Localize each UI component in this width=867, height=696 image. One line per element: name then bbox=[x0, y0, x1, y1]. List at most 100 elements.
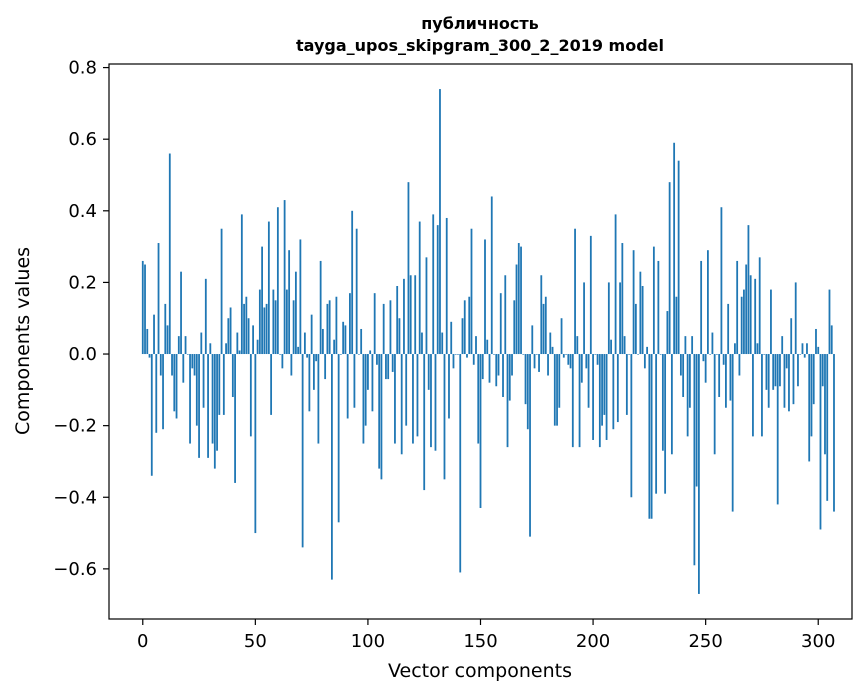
bar bbox=[614, 214, 617, 355]
bar bbox=[175, 354, 178, 419]
x-tick-label: 50 bbox=[244, 631, 267, 652]
bar bbox=[461, 318, 464, 355]
bar bbox=[808, 354, 811, 462]
bar bbox=[718, 354, 721, 397]
bar bbox=[299, 239, 302, 355]
bar bbox=[209, 343, 212, 355]
bar bbox=[594, 354, 597, 355]
bar bbox=[727, 303, 730, 355]
bar bbox=[256, 339, 259, 355]
bar bbox=[342, 321, 345, 355]
bar bbox=[619, 282, 621, 355]
bar bbox=[607, 282, 610, 355]
bar bbox=[711, 332, 714, 355]
bar bbox=[369, 350, 372, 355]
bar bbox=[227, 318, 230, 355]
bar bbox=[522, 354, 525, 355]
y-tick-label: 0.0 bbox=[68, 344, 97, 365]
bar bbox=[168, 153, 171, 355]
bar bbox=[799, 354, 802, 355]
bar bbox=[670, 354, 673, 455]
bar bbox=[225, 343, 227, 355]
bar bbox=[560, 318, 563, 355]
bar bbox=[792, 354, 795, 405]
bar bbox=[274, 300, 277, 355]
bar bbox=[272, 289, 275, 355]
bar bbox=[258, 289, 261, 355]
bar bbox=[220, 228, 223, 355]
bar bbox=[484, 239, 486, 355]
bar bbox=[263, 307, 266, 355]
bar bbox=[526, 354, 529, 430]
bar bbox=[824, 354, 826, 455]
y-tick-label: −0.2 bbox=[53, 416, 97, 437]
bar bbox=[389, 300, 392, 355]
bar bbox=[200, 332, 203, 355]
bar bbox=[195, 354, 198, 426]
bar bbox=[679, 354, 682, 376]
bar bbox=[382, 303, 385, 355]
bar bbox=[171, 354, 173, 376]
bar bbox=[459, 354, 462, 573]
bar bbox=[421, 332, 423, 355]
bar bbox=[240, 214, 243, 355]
bar bbox=[776, 354, 779, 505]
bar bbox=[432, 214, 435, 355]
x-tick-label: 150 bbox=[463, 631, 497, 652]
bar bbox=[470, 228, 473, 355]
bar bbox=[788, 354, 790, 412]
bar bbox=[373, 293, 376, 355]
bar bbox=[331, 354, 333, 580]
bar bbox=[423, 354, 426, 491]
bar bbox=[211, 354, 214, 444]
bar bbox=[695, 354, 698, 487]
bar bbox=[344, 325, 347, 355]
y-axis-ticks: −0.6 −0.4 −0.2 0.0 0.2 0.4 0.6 0.8 bbox=[53, 58, 109, 580]
bar bbox=[488, 354, 491, 383]
bar bbox=[720, 207, 723, 355]
bar bbox=[454, 354, 457, 355]
bar bbox=[709, 354, 712, 355]
bar bbox=[637, 354, 640, 355]
bar bbox=[403, 278, 405, 355]
bar bbox=[652, 246, 655, 355]
bar bbox=[659, 354, 662, 355]
bar bbox=[700, 260, 703, 355]
x-tick-label: 200 bbox=[576, 631, 610, 652]
bar bbox=[549, 332, 552, 355]
y-axis-label: Components values bbox=[12, 247, 34, 435]
bar bbox=[439, 89, 441, 355]
bar bbox=[801, 343, 804, 355]
bar bbox=[819, 354, 822, 530]
bar bbox=[702, 354, 705, 362]
bar bbox=[571, 354, 574, 448]
bar bbox=[141, 260, 144, 355]
bar bbox=[150, 354, 153, 476]
bar bbox=[321, 328, 324, 355]
bar bbox=[207, 354, 209, 458]
bar bbox=[191, 354, 194, 369]
bar bbox=[493, 354, 495, 355]
bar bbox=[567, 354, 570, 365]
bar bbox=[254, 354, 257, 534]
bar bbox=[538, 354, 540, 372]
bar bbox=[173, 354, 176, 412]
bar bbox=[603, 354, 606, 415]
bar bbox=[740, 296, 743, 355]
bar bbox=[407, 182, 410, 355]
bar bbox=[677, 160, 680, 355]
bar bbox=[222, 354, 225, 415]
bar bbox=[758, 257, 761, 355]
bar bbox=[601, 354, 603, 426]
bar bbox=[261, 246, 263, 355]
bar bbox=[587, 354, 590, 408]
bar bbox=[360, 328, 363, 355]
bar bbox=[632, 250, 635, 355]
bar bbox=[193, 354, 196, 376]
chart-title-line-2: tayga_upos_skipgram_300_2_2019 model bbox=[296, 36, 664, 55]
bar bbox=[605, 354, 608, 440]
bar bbox=[589, 235, 592, 355]
bar bbox=[364, 354, 367, 426]
bar bbox=[297, 346, 300, 355]
